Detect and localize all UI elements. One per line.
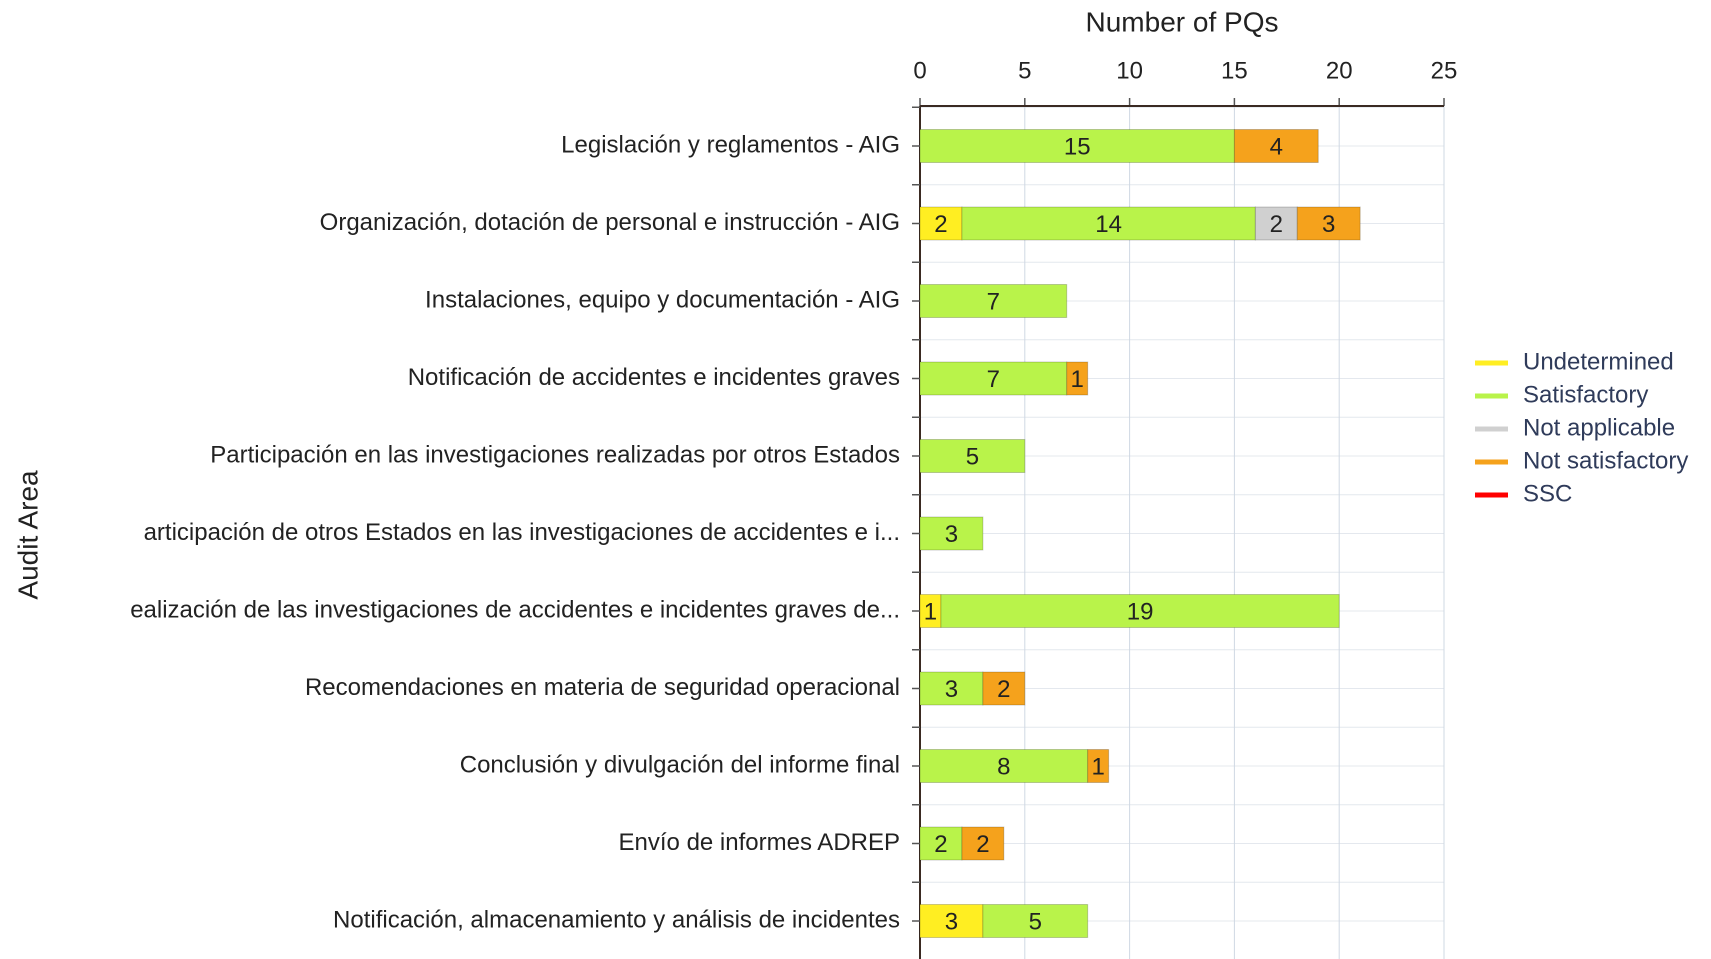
data-label: 7 [987,366,1000,393]
bar-segment [919,516,984,551]
bar-segment [919,129,1235,163]
y-tick-label: Envío de informes ADREP [619,829,900,856]
y-tick-label: Recomendaciones en materia de seguridad … [305,674,900,701]
data-label: 8 [997,753,1010,780]
bar-segment [1087,749,1110,783]
bar-segment [1296,206,1361,241]
data-label: 19 [1127,598,1154,625]
x-tick-label: 20 [1326,57,1353,84]
bar-segment [1066,361,1089,396]
legend-label: Undetermined [1523,348,1674,375]
data-label: 5 [1029,908,1042,935]
bar-segment [919,671,984,706]
bar-segment [940,594,1340,628]
bar-segment [982,904,1089,938]
bar-segment [919,749,1089,783]
data-label: 2 [1270,211,1283,238]
data-label: 2 [934,831,947,858]
y-tick-label: Conclusión y divulgación del informe fin… [460,751,900,778]
legend-label: Satisfactory [1523,381,1648,408]
data-label: 3 [945,908,958,935]
y-tick-label: articipación de otros Estados en las inv… [144,519,900,546]
x-axis-title: Number of PQs [1086,6,1279,37]
bar-segment [982,671,1026,706]
bar-segment [919,361,1068,396]
y-tick-label: Participación en las investigaciones rea… [210,441,900,468]
x-tick-label: 5 [1018,57,1031,84]
bar-segment [1233,129,1319,163]
data-label: 5 [966,443,979,470]
x-tick-label: 25 [1431,57,1458,84]
bar-segment [919,439,1026,473]
y-tick-label: Notificación, almacenamiento y análisis … [333,906,900,933]
bar-segment [961,206,1256,241]
data-label: 3 [945,521,958,548]
x-tick-label: 0 [913,57,926,84]
y-axis-title: Audit Area [12,470,43,600]
data-label: 3 [945,676,958,703]
data-label: 4 [1270,133,1283,160]
bar-segment [961,826,1005,861]
y-tick-label: ealización de las investigaciones de acc… [130,596,900,623]
data-label: 1 [1071,366,1084,393]
data-label: 7 [987,288,1000,315]
bar-segment [919,284,1068,318]
y-tick-label: Organización, dotación de personal e ins… [320,209,900,236]
legend-label: Not applicable [1523,414,1675,441]
x-tick-label: 10 [1116,57,1143,84]
data-label: 15 [1064,133,1091,160]
data-label: 2 [976,831,989,858]
bar-segment [919,904,984,938]
legend-label: SSC [1523,480,1572,507]
y-tick-label: Instalaciones, equipo y documentación - … [425,286,900,313]
data-label: 1 [924,598,937,625]
data-label: 1 [1091,753,1104,780]
legend-label: Not satisfactory [1523,447,1688,474]
y-tick-label: Legislación y reglamentos - AIG [561,131,900,158]
data-label: 14 [1095,211,1122,238]
data-label: 3 [1322,211,1335,238]
data-label: 2 [997,676,1010,703]
data-label: 2 [934,211,947,238]
x-tick-label: 15 [1221,57,1248,84]
y-tick-label: Notificación de accidentes e incidentes … [408,364,900,391]
bar-segment [1254,206,1298,241]
